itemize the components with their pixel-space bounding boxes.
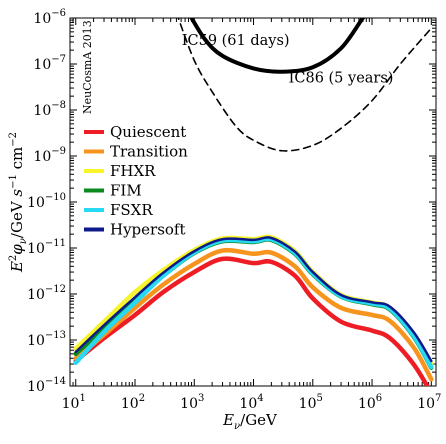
y-axis-label: E2φν/GeV s−1 cm−2 [8,132,29,273]
y-tick-label: 10−7 [33,54,66,73]
x-tick-label: 102 [121,393,145,412]
x-tick-label: 107 [417,393,441,412]
y-tick-label: 10−14 [27,376,66,395]
y-tick-label: 10−12 [27,284,66,303]
legend-label: FIM [110,182,142,200]
sensitivity-bounds [177,18,433,152]
flux-series [73,234,434,386]
legend-label: Quiescent [110,123,186,141]
series-line [74,236,433,363]
y-tick-labels: 10−6 10−7 10−8 10−9 10−10 10−11 10−12 10−13 10−1… [27,8,66,395]
legend-label: FHXR [110,162,156,180]
legend-label: Transition [110,143,188,161]
x-tick-label: 101 [62,393,86,412]
x-axis-label: Eν/GeV [222,411,278,432]
y-tick-label: 10−6 [33,8,66,27]
series-line [73,247,434,382]
bound-line [177,18,433,152]
watermark-label: NeuCosmA 2013 [81,20,94,114]
x-tick-label: 103 [180,393,204,412]
y-tick-label: 10−11 [27,238,66,257]
x-tick-label: 105 [299,393,323,412]
x-tick-labels: 101 102 103 104 105 106 107 [62,393,442,412]
legend-label: Hypersoft [110,221,186,239]
bound-label: IC86 (5 years) [289,70,394,86]
series-line [73,256,430,386]
bound-label: IC59 (61 days) [182,33,290,49]
bound-line [189,18,366,74]
x-tick-label: 106 [358,393,382,412]
y-tick-label: 10−13 [27,330,66,349]
y-tick-label: 10−8 [33,100,66,119]
x-tick-label: 104 [239,393,263,412]
y-tick-label: 10−10 [27,192,66,211]
legend-label: FSXR [110,201,153,219]
axis-ticks [69,17,436,387]
y-tick-label: 10−9 [33,146,66,165]
